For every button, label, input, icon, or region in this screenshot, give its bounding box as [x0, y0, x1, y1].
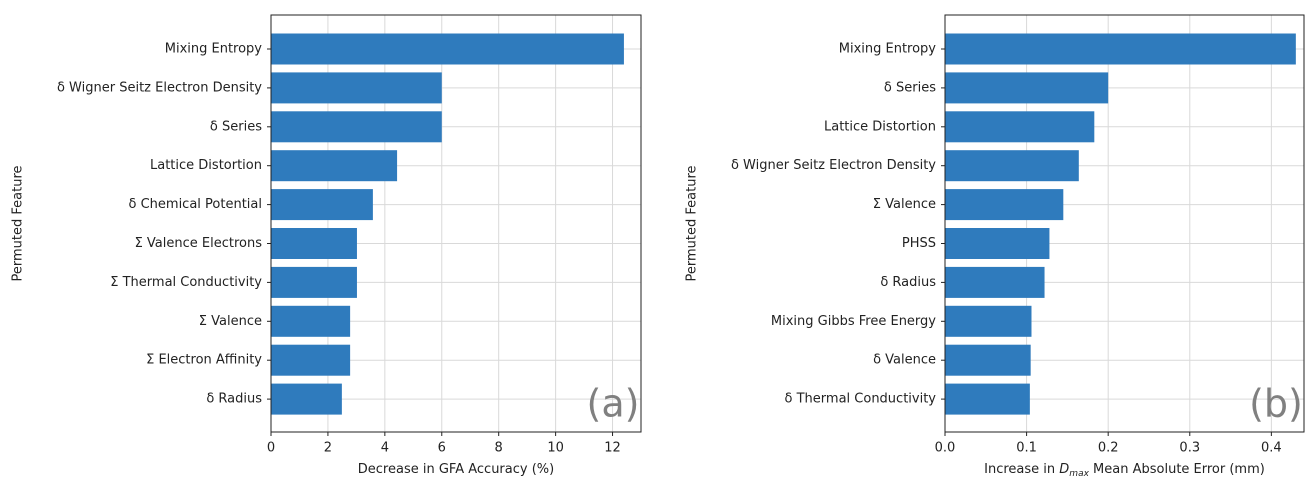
x-tick-label: 0: [267, 441, 275, 456]
x-tick-label: 10: [547, 441, 564, 456]
x-tick-label: 0.1: [1016, 441, 1037, 456]
bar: [945, 150, 1079, 182]
y-axis-label: Permuted Feature: [11, 166, 26, 282]
x-axis-label-part: Mean Absolute Error (mm): [1089, 462, 1265, 477]
x-axis-label-part: max: [1069, 469, 1089, 477]
y-tick-label: δ Series: [884, 80, 936, 95]
bar: [271, 72, 442, 104]
bar: [945, 266, 1045, 298]
x-tick-label: 0.2: [1098, 441, 1119, 456]
x-tick-label: 0.3: [1179, 441, 1200, 456]
y-tick-label: Mixing Gibbs Free Energy: [771, 314, 936, 329]
bar: [945, 189, 1064, 221]
bar: [271, 33, 624, 65]
panel-label: (b): [1249, 382, 1303, 426]
bar: [271, 305, 351, 337]
plot-frame: [270, 14, 642, 433]
x-axis-label: Increase in Dmax Mean Absolute Error (mm…: [984, 462, 1265, 477]
x-axis-label-part: D: [1059, 462, 1069, 477]
y-tick-label: PHSS: [902, 236, 936, 251]
bar: [271, 344, 351, 376]
x-axis-label: Decrease in GFA Accuracy (%): [358, 462, 554, 477]
x-axis-label-part: Increase in: [984, 462, 1059, 477]
y-tick-label: δ Chemical Potential: [129, 197, 263, 212]
y-tick-label: Σ Valence: [873, 197, 936, 212]
y-axis-label: Permuted Feature: [685, 166, 700, 282]
y-tick-label: Σ Valence Electrons: [135, 236, 263, 251]
bar: [945, 111, 1095, 143]
bar: [271, 189, 373, 221]
y-tick-label: δ Radius: [206, 392, 262, 407]
y-tick-label: Lattice Distortion: [824, 119, 936, 134]
panel-label: (a): [587, 382, 640, 426]
bar: [271, 111, 442, 143]
y-tick-label: δ Thermal Conductivity: [785, 392, 937, 407]
y-tick-label: δ Series: [210, 119, 262, 134]
x-tick-label: 2: [324, 441, 332, 456]
y-tick-label: Mixing Entropy: [165, 42, 263, 57]
plot-frame: [944, 14, 1305, 433]
x-tick-label: 0.4: [1261, 441, 1282, 456]
y-tick-label: Σ Electron Affinity: [146, 353, 262, 368]
bar: [945, 33, 1296, 65]
y-tick-label: Σ Valence: [199, 314, 262, 329]
bar: [945, 383, 1030, 415]
y-tick-label: δ Wigner Seitz Electron Density: [57, 80, 262, 95]
bar: [945, 344, 1031, 376]
bar: [271, 266, 357, 298]
x-tick-label: 0.0: [935, 441, 956, 456]
y-tick-label: Mixing Entropy: [839, 42, 937, 57]
x-tick-label: 6: [438, 441, 446, 456]
y-tick-label: δ Valence: [873, 353, 936, 368]
y-tick-label: Lattice Distortion: [150, 158, 262, 173]
y-tick-label: δ Wigner Seitz Electron Density: [731, 158, 936, 173]
bar: [945, 228, 1050, 259]
bar: [945, 72, 1109, 104]
bar: [945, 305, 1032, 337]
y-tick-label: Σ Thermal Conductivity: [110, 275, 262, 290]
x-axis-label-part: Decrease in GFA Accuracy (%): [358, 462, 554, 477]
x-tick-label: 4: [381, 441, 389, 456]
x-tick-label: 12: [604, 441, 621, 456]
y-tick-label: δ Radius: [880, 275, 936, 290]
x-tick-label: 8: [495, 441, 503, 456]
bar: [271, 383, 342, 415]
bar: [271, 150, 398, 182]
bar: [271, 228, 357, 259]
